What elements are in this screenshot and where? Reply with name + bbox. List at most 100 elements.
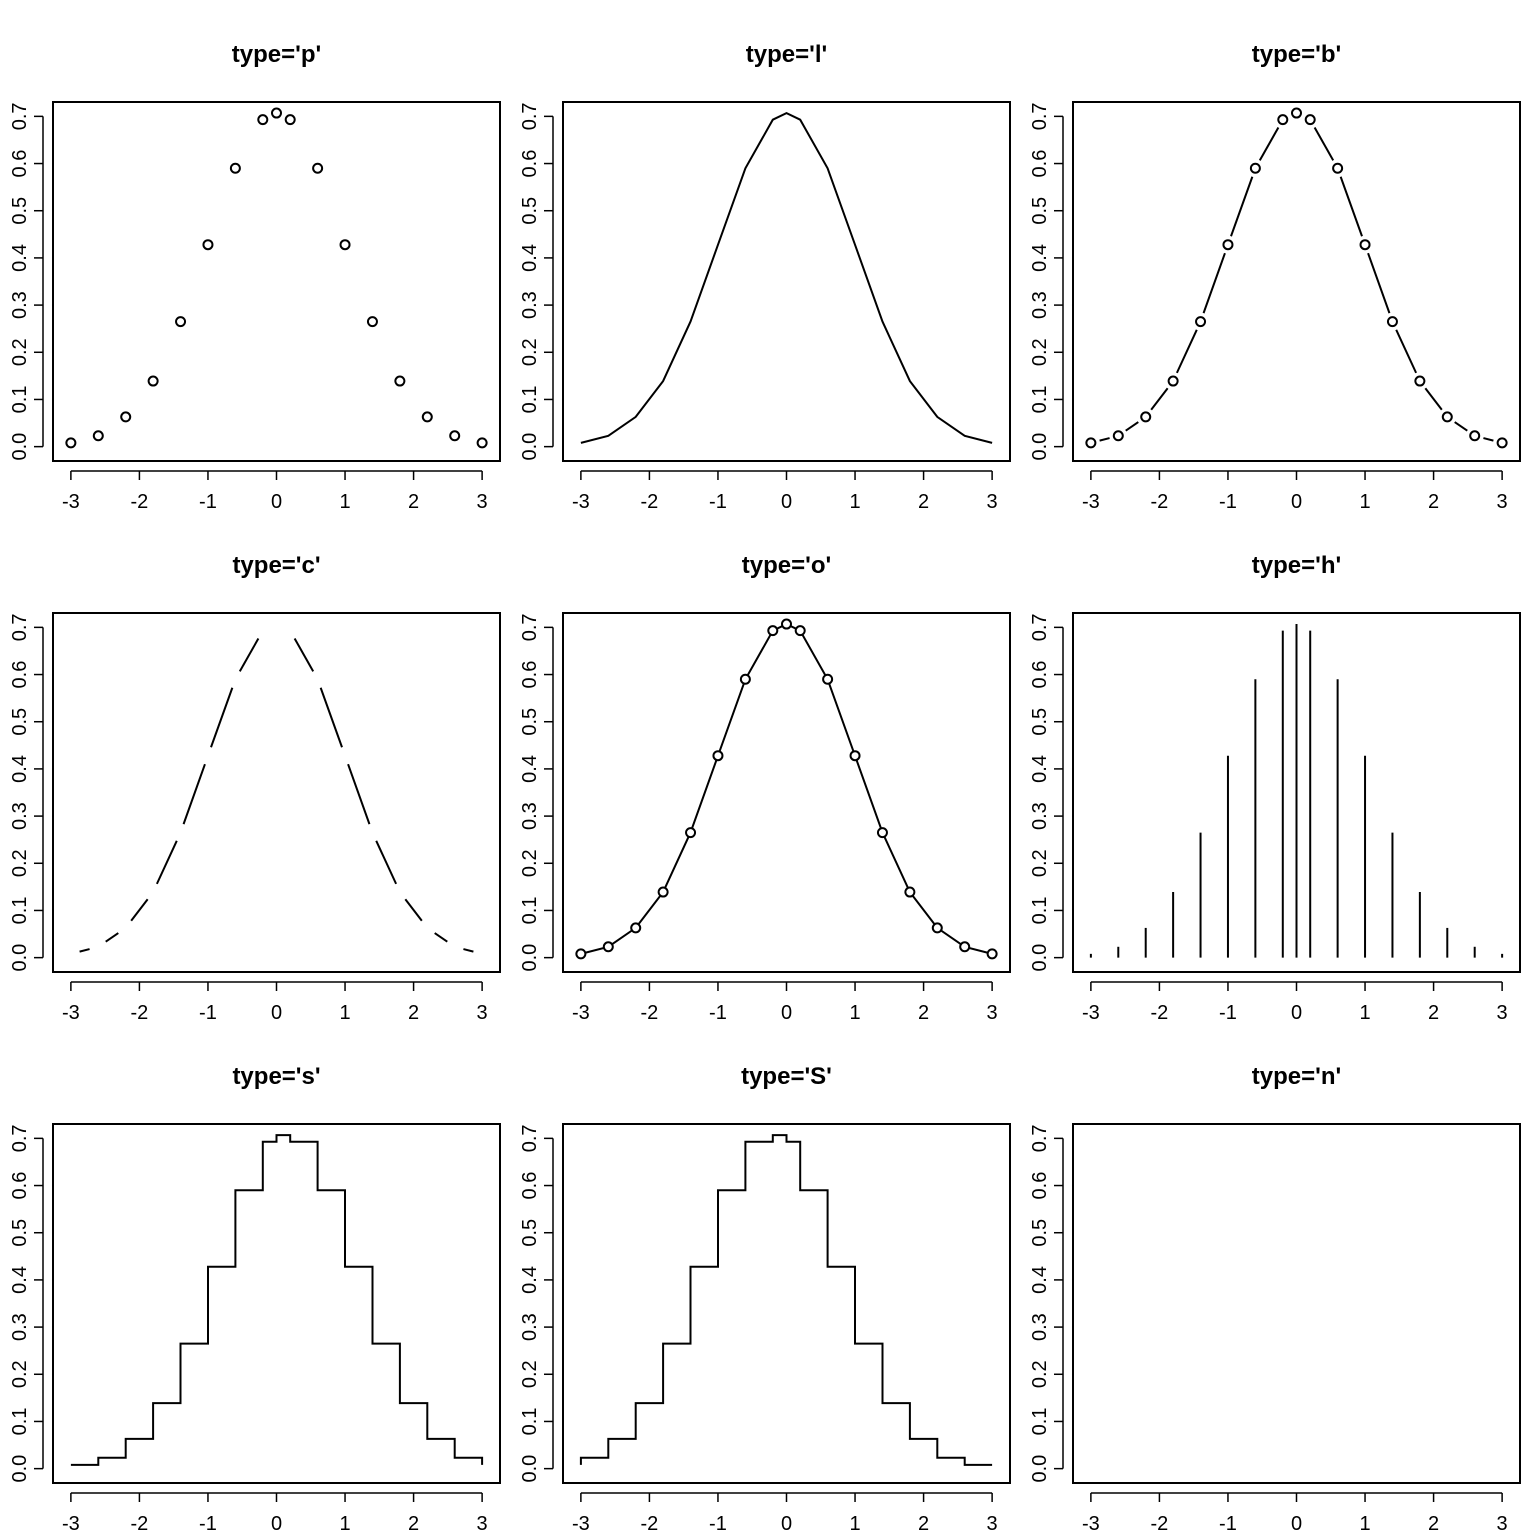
data-point [257,114,269,126]
x-tick-label: 0 [1291,1513,1302,1535]
x-tick-label: 1 [339,1002,350,1024]
y-tick-label: 0.0 [9,944,31,972]
y-tick-label: 0.5 [519,708,541,736]
data-point [781,618,792,630]
data-point [904,886,916,898]
y-tick-label: 0.0 [519,944,541,972]
y-tick-label: 0.7 [9,102,31,130]
line-segment [375,840,398,885]
data-point [876,827,888,839]
x-tick-label: 2 [408,491,419,513]
y-tick-label: 0.4 [9,1266,31,1294]
data-point [1277,114,1289,126]
data-point [147,375,159,387]
x-tick-label: -1 [709,1002,727,1024]
x-tick-label: -2 [1151,1513,1169,1535]
series-line [580,111,993,444]
x-tick-label: 0 [271,491,282,513]
y-tick-label: 0.7 [9,1124,31,1152]
y-tick-label: 0.3 [519,1313,541,1341]
y-tick-label: 0.3 [9,291,31,319]
x-tick-label: 2 [408,1002,419,1024]
data-point [1469,430,1481,442]
x-tick-label: 3 [477,1002,488,1024]
data-point [1359,239,1371,251]
y-tick-label: 0.1 [519,1408,541,1436]
plot-frame [1072,101,1521,462]
data-point [1249,162,1261,174]
x-tick-label: -2 [641,1513,659,1535]
y-tick-label: 0.4 [1029,1266,1051,1294]
y-tick-label: 0.7 [9,613,31,641]
x-tick-label: 3 [1497,491,1508,513]
y-tick-label: 0.3 [1029,291,1051,319]
line-segment [238,638,260,672]
x-tick-label: -2 [131,1002,149,1024]
y-tick-label: 0.0 [9,433,31,461]
x-tick-label: 3 [477,491,488,513]
x-tick-label: 0 [1291,1002,1302,1024]
plot-frame [1072,612,1521,973]
data-point [630,922,642,934]
panel-title: type='l' [746,41,827,68]
x-tick-label: -2 [641,1002,659,1024]
y-tick-label: 0.3 [1029,802,1051,830]
data-point [312,162,324,174]
plot-frame [52,1123,501,1484]
y-tick-label: 0.5 [9,1219,31,1247]
y-tick-label: 0.2 [1029,849,1051,877]
x-tick-label: 1 [1359,491,1370,513]
y-tick-label: 0.3 [1029,1313,1051,1341]
data-point [175,316,187,328]
line-segment [404,898,423,922]
data-point [284,114,296,126]
x-tick-label: -1 [199,1513,217,1535]
data-point [1085,437,1097,449]
y-tick-label: 0.2 [519,1360,541,1388]
y-tick-label: 0.5 [1029,1219,1051,1247]
y-tick-label: 0.3 [9,802,31,830]
x-tick-label: 0 [781,1002,792,1024]
y-tick-label: 0.0 [1029,944,1051,972]
line-segment [463,948,474,953]
data-point [794,625,806,637]
data-point [657,886,669,898]
y-tick-label: 0.5 [9,708,31,736]
x-tick-label: 1 [849,491,860,513]
plot-frame [52,101,501,462]
data-point [739,673,751,685]
x-tick-label: 3 [1497,1513,1508,1535]
y-tick-label: 0.0 [519,433,541,461]
data-point [1496,437,1508,449]
y-tick-label: 0.2 [9,1360,31,1388]
y-tick-label: 0.4 [1029,755,1051,783]
data-point [1140,411,1152,423]
panel-p: type='p' -3 -2 -1 0 1 2 3 0.0 0.1 0.2 0.3 0.4 0.5 0.6 0… [9,41,501,513]
series-line [580,622,993,955]
plot-frame [52,612,501,973]
y-tick-label: 0.7 [519,613,541,641]
y-tick-label: 0.4 [9,755,31,783]
line-segment [1395,329,1418,374]
line-segment [1424,387,1443,411]
y-tick-label: 0.5 [519,1219,541,1247]
panel-h: type='h' -3 -2 -1 0 1 2 3 0.0 0.1 0.2 0.3 0.4 0.5 0.6 0… [1029,552,1521,1024]
y-tick-label: 0.6 [519,150,541,178]
y-tick-label: 0.4 [9,244,31,272]
panel-title: type='b' [1252,41,1341,68]
line-segment [1230,176,1254,237]
x-tick-label: -1 [199,491,217,513]
data-point [575,948,587,960]
y-tick-label: 0.4 [519,1266,541,1294]
x-tick-label: 2 [1428,1513,1439,1535]
x-tick-label: -3 [1082,1002,1100,1024]
panel-s: type='s' -3 -2 -1 0 1 2 3 0.0 0.1 0.2 0.3 0.4 0.5 0.6 0… [9,1063,501,1535]
y-tick-label: 0.7 [1029,1124,1051,1152]
data-point [449,430,461,442]
line-segment [1175,329,1198,374]
line-segment [182,763,206,825]
line-segment [1483,437,1494,442]
data-point [1222,239,1234,251]
y-tick-label: 0.6 [9,1172,31,1200]
y-tick-label: 0.1 [9,1408,31,1436]
